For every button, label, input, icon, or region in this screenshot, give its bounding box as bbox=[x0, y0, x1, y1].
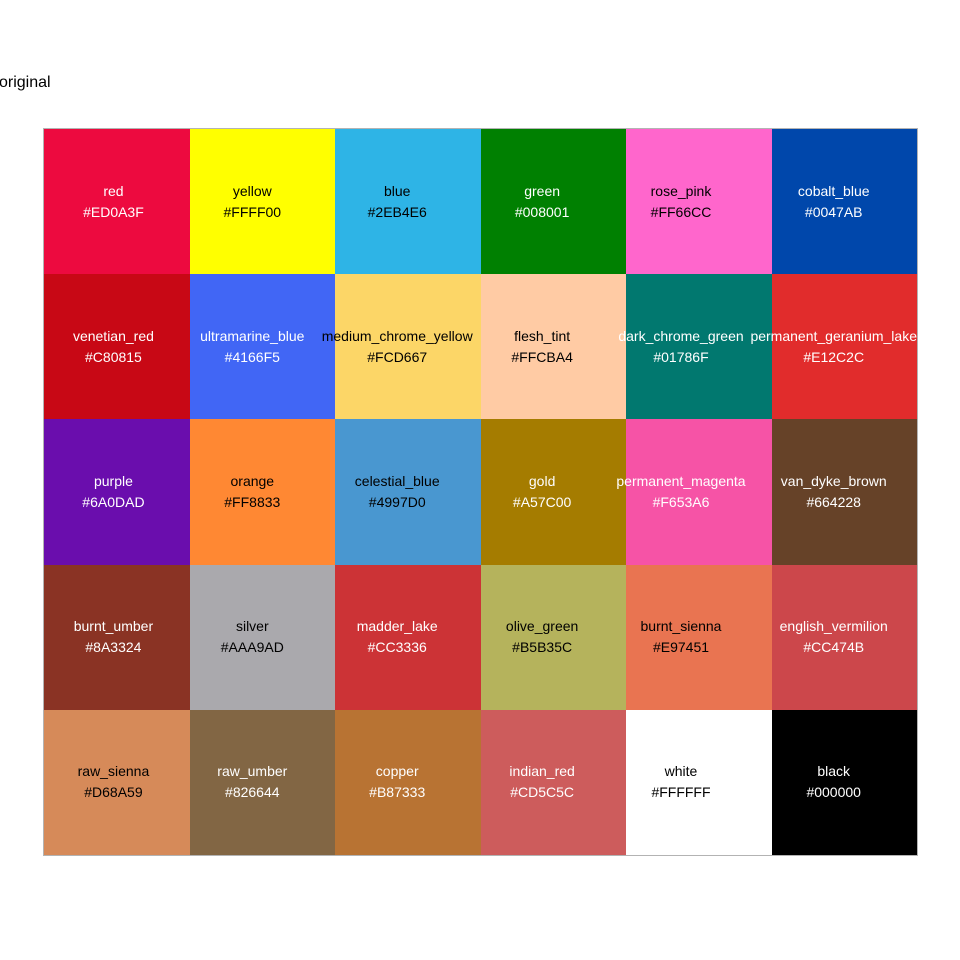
color-swatch-silver bbox=[189, 564, 335, 710]
color-swatch-orange bbox=[189, 419, 335, 565]
color-swatch-ultramarine_blue bbox=[189, 274, 335, 420]
color-swatch-venetian_red bbox=[44, 274, 190, 420]
color-swatch-yellow bbox=[189, 129, 335, 275]
color-swatch-blue bbox=[335, 129, 481, 275]
color-swatch-burnt_umber bbox=[44, 564, 190, 710]
swatch-grid bbox=[44, 129, 917, 855]
palette-panel: red #ED0A3F yellow #FFFF00 blue #2EB4E6 green #… bbox=[43, 128, 918, 856]
color-swatch-green bbox=[480, 129, 626, 275]
palette-title: original bbox=[0, 74, 51, 91]
color-swatch-gold bbox=[480, 419, 626, 565]
color-swatch-raw_sienna bbox=[44, 709, 190, 855]
color-swatch-red bbox=[44, 129, 190, 275]
color-swatch-van_dyke_brown bbox=[771, 419, 917, 565]
color-swatch-celestial_blue bbox=[335, 419, 481, 565]
color-swatch-burnt_sienna bbox=[626, 564, 772, 710]
color-swatch-copper bbox=[335, 709, 481, 855]
color-swatch-purple bbox=[44, 419, 190, 565]
color-swatch-permanent_magenta bbox=[626, 419, 772, 565]
color-swatch-black bbox=[771, 709, 917, 855]
color-swatch-olive_green bbox=[480, 564, 626, 710]
color-swatch-permanent_geranium_lake bbox=[771, 274, 917, 420]
color-swatch-white bbox=[626, 709, 772, 855]
color-swatch-raw_umber bbox=[189, 709, 335, 855]
color-swatch-medium_chrome_yellow bbox=[335, 274, 481, 420]
color-swatch-rose_pink bbox=[626, 129, 772, 275]
color-swatch-madder_lake bbox=[335, 564, 481, 710]
color-swatch-cobalt_blue bbox=[771, 129, 917, 275]
color-swatch-english_vermilion bbox=[771, 564, 917, 710]
color-swatch-flesh_tint bbox=[480, 274, 626, 420]
color-swatch-dark_chrome_green bbox=[626, 274, 772, 420]
color-swatch-indian_red bbox=[480, 709, 626, 855]
